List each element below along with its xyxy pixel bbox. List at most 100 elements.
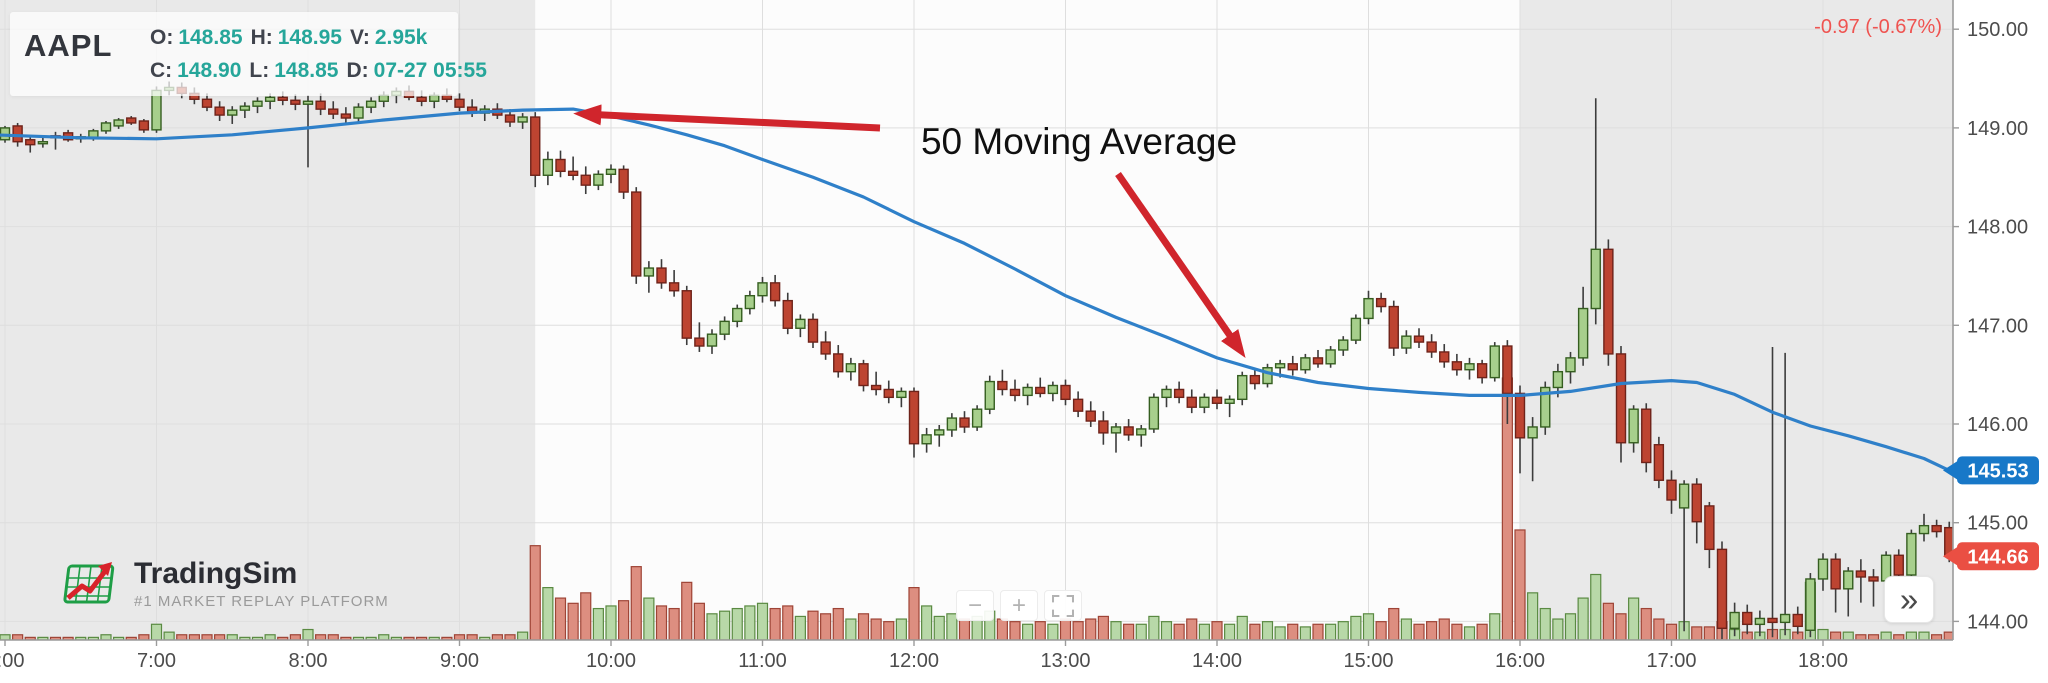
volume-bar bbox=[933, 615, 945, 640]
volume-bar bbox=[731, 607, 743, 640]
volume-bar bbox=[1880, 631, 1892, 640]
candle-up bbox=[1754, 617, 1766, 626]
candle-down bbox=[870, 384, 882, 391]
candle-down bbox=[1704, 505, 1715, 551]
volume-bar bbox=[542, 586, 554, 640]
volume-bar bbox=[125, 636, 137, 640]
logo-tagline: #1 MARKET REPLAY PLATFORM bbox=[134, 593, 389, 610]
candle-up bbox=[1262, 367, 1273, 385]
high-value: 148.95 bbox=[277, 26, 342, 49]
volume-bar bbox=[668, 607, 680, 640]
volume-bar bbox=[1312, 623, 1324, 640]
candle-up bbox=[706, 333, 718, 347]
volume-bar bbox=[1691, 626, 1703, 640]
candle-down bbox=[530, 116, 541, 176]
volume-bar bbox=[1830, 631, 1842, 640]
candle-up bbox=[971, 408, 983, 428]
volume-bar bbox=[264, 634, 276, 640]
volume-bar bbox=[1072, 621, 1084, 640]
candle-up bbox=[1401, 335, 1412, 349]
fast-forward-button[interactable]: » bbox=[1884, 576, 1934, 623]
candle-up bbox=[252, 100, 263, 107]
price-axis-label: 150.00 bbox=[1967, 19, 2028, 41]
volume-bar bbox=[327, 634, 339, 640]
volume-bar bbox=[1186, 618, 1198, 640]
volume-bar bbox=[1438, 618, 1450, 640]
candle-down bbox=[694, 337, 705, 347]
minus-icon: − bbox=[967, 592, 982, 619]
candle-up bbox=[1199, 396, 1210, 408]
candle-down bbox=[1830, 558, 1841, 590]
volume-bar bbox=[87, 636, 99, 640]
volume-bar bbox=[1703, 626, 1715, 640]
volume-bar bbox=[756, 602, 769, 640]
candle-down bbox=[567, 170, 579, 176]
volume-bar bbox=[441, 636, 453, 640]
tradingsim-logo-icon bbox=[63, 562, 115, 604]
volume-bar bbox=[365, 636, 377, 640]
volume-bar bbox=[1867, 634, 1880, 640]
tradingsim-logo: TradingSim #1 MARKET REPLAY PLATFORM bbox=[60, 558, 389, 610]
time-axis-label: 15:00 bbox=[1343, 650, 1393, 672]
volume-bar bbox=[706, 613, 718, 640]
ma-50-line bbox=[0, 107, 1953, 472]
candle-up bbox=[1678, 483, 1690, 509]
volume-bar bbox=[870, 618, 882, 640]
candle-up bbox=[1817, 558, 1829, 580]
candle-down bbox=[555, 158, 566, 173]
candle-down bbox=[1186, 396, 1197, 408]
candle-up bbox=[896, 390, 907, 399]
chart-zoom-controls: − + bbox=[956, 590, 1082, 621]
volume-bar bbox=[1640, 607, 1652, 640]
volume-bar bbox=[188, 634, 200, 640]
candle-down bbox=[1426, 341, 1437, 353]
candle-down bbox=[277, 96, 288, 101]
candle-down bbox=[1123, 426, 1134, 436]
candle-down bbox=[1615, 353, 1627, 444]
candle-down bbox=[1388, 305, 1399, 349]
candle-up bbox=[1906, 532, 1917, 576]
candle-down bbox=[833, 353, 844, 373]
time-axis-label: 9:00 bbox=[440, 650, 479, 672]
volume-bar bbox=[75, 636, 87, 640]
zoom-out-button[interactable]: − bbox=[956, 590, 994, 621]
candle-down bbox=[1173, 388, 1185, 399]
candle-down bbox=[504, 114, 516, 123]
candle-up bbox=[921, 434, 932, 445]
volume-bar bbox=[1110, 621, 1122, 640]
volume-bar bbox=[403, 636, 415, 640]
volume-bar bbox=[1249, 623, 1261, 640]
ma-annotation-text: 50 Moving Average bbox=[920, 121, 1238, 162]
candle-down bbox=[454, 98, 465, 108]
volume-bar bbox=[554, 597, 567, 640]
time-axis-label: 10:00 bbox=[586, 650, 636, 672]
volume-bar bbox=[1463, 626, 1476, 640]
reset-view-button[interactable] bbox=[1044, 590, 1082, 621]
volume-bar bbox=[857, 613, 870, 640]
price-axis-label: 148.00 bbox=[1967, 217, 2028, 239]
volume-bar bbox=[794, 615, 806, 640]
candle-down bbox=[681, 290, 692, 339]
candle-down bbox=[1767, 617, 1778, 624]
zoom-in-button[interactable]: + bbox=[1000, 590, 1038, 621]
candle-up bbox=[1779, 613, 1791, 624]
volume-value: 2.95k bbox=[374, 26, 428, 49]
candle-down bbox=[618, 168, 629, 193]
candle-down bbox=[214, 106, 225, 116]
candle-up bbox=[429, 94, 440, 102]
candle-down bbox=[1060, 384, 1071, 401]
ma-price-badge-text: 145.53 bbox=[1967, 460, 2028, 482]
high-label: H: bbox=[250, 26, 273, 49]
date-label: D: bbox=[346, 59, 369, 82]
volume-bar bbox=[820, 613, 832, 640]
price-axis-label: 144.00 bbox=[1967, 611, 2028, 633]
volume-bar bbox=[176, 634, 188, 640]
volume-bar bbox=[1097, 615, 1109, 640]
candle-up bbox=[845, 363, 857, 373]
volume-bar bbox=[1261, 621, 1274, 640]
volume-bar bbox=[1539, 607, 1551, 640]
time-axis-label: 16:00 bbox=[1495, 650, 1545, 672]
volume-bar bbox=[845, 618, 857, 640]
candle-up bbox=[1148, 396, 1160, 430]
